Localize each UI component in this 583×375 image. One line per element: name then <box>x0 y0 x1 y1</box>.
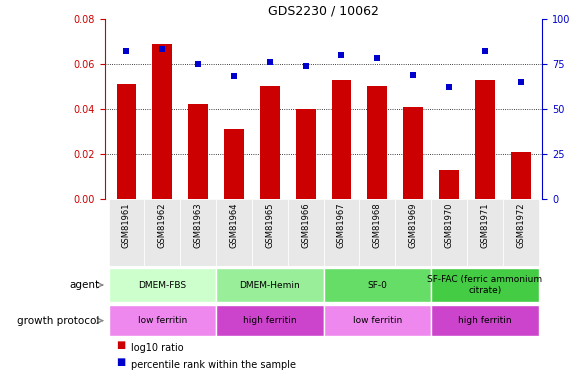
Bar <box>332 80 352 199</box>
Point <box>194 61 203 67</box>
Bar <box>511 152 531 199</box>
Text: GSM81963: GSM81963 <box>194 202 203 248</box>
Bar <box>117 84 136 199</box>
Text: GSM81971: GSM81971 <box>480 202 489 248</box>
Text: GSM81964: GSM81964 <box>230 202 238 248</box>
FancyBboxPatch shape <box>216 199 252 266</box>
FancyBboxPatch shape <box>431 199 467 266</box>
Text: GSM81966: GSM81966 <box>301 202 310 248</box>
Text: ■: ■ <box>117 340 129 350</box>
FancyBboxPatch shape <box>324 268 431 302</box>
FancyBboxPatch shape <box>252 199 288 266</box>
Text: agent: agent <box>69 280 99 290</box>
Point <box>409 72 418 78</box>
Point <box>157 46 167 53</box>
Bar <box>475 80 495 199</box>
FancyBboxPatch shape <box>216 268 324 302</box>
Title: GDS2230 / 10062: GDS2230 / 10062 <box>268 4 379 18</box>
FancyBboxPatch shape <box>324 199 359 266</box>
Text: GSM81972: GSM81972 <box>516 202 525 248</box>
FancyBboxPatch shape <box>216 305 324 336</box>
Point <box>444 84 454 90</box>
Point <box>122 48 131 54</box>
Text: ■: ■ <box>117 357 129 366</box>
Text: GSM81961: GSM81961 <box>122 202 131 248</box>
Point <box>373 56 382 62</box>
Bar <box>367 86 387 199</box>
FancyBboxPatch shape <box>324 305 431 336</box>
Text: low ferritin: low ferritin <box>353 316 402 325</box>
Point <box>480 48 490 54</box>
FancyBboxPatch shape <box>288 199 324 266</box>
FancyBboxPatch shape <box>359 199 395 266</box>
Text: growth protocol: growth protocol <box>17 316 99 326</box>
Text: GSM81970: GSM81970 <box>444 202 454 248</box>
Text: low ferritin: low ferritin <box>138 316 187 325</box>
FancyBboxPatch shape <box>431 268 539 302</box>
Bar <box>439 170 459 199</box>
Text: log10 ratio: log10 ratio <box>131 343 184 352</box>
FancyBboxPatch shape <box>503 199 539 266</box>
FancyBboxPatch shape <box>145 199 180 266</box>
Bar <box>152 44 172 199</box>
FancyBboxPatch shape <box>395 199 431 266</box>
FancyBboxPatch shape <box>108 199 145 266</box>
FancyBboxPatch shape <box>467 199 503 266</box>
Text: GSM81967: GSM81967 <box>337 202 346 248</box>
Text: GSM81969: GSM81969 <box>409 202 417 248</box>
Point <box>229 74 238 80</box>
Text: high ferritin: high ferritin <box>243 316 297 325</box>
FancyBboxPatch shape <box>108 268 216 302</box>
Text: GSM81962: GSM81962 <box>158 202 167 248</box>
Text: DMEM-FBS: DMEM-FBS <box>138 280 187 290</box>
Bar <box>403 106 423 199</box>
FancyBboxPatch shape <box>431 305 539 336</box>
Point <box>301 63 310 69</box>
Text: percentile rank within the sample: percentile rank within the sample <box>131 360 296 369</box>
Bar <box>224 129 244 199</box>
Text: DMEM-Hemin: DMEM-Hemin <box>240 280 300 290</box>
Text: GSM81965: GSM81965 <box>265 202 275 248</box>
Text: GSM81968: GSM81968 <box>373 202 382 248</box>
FancyBboxPatch shape <box>108 305 216 336</box>
Point <box>516 79 525 85</box>
Point <box>337 52 346 58</box>
Bar <box>188 104 208 199</box>
Point <box>265 59 275 65</box>
Bar <box>260 86 280 199</box>
Text: SF-0: SF-0 <box>367 280 387 290</box>
Bar <box>296 109 315 199</box>
FancyBboxPatch shape <box>180 199 216 266</box>
Text: SF-FAC (ferric ammonium
citrate): SF-FAC (ferric ammonium citrate) <box>427 275 542 295</box>
Text: high ferritin: high ferritin <box>458 316 512 325</box>
